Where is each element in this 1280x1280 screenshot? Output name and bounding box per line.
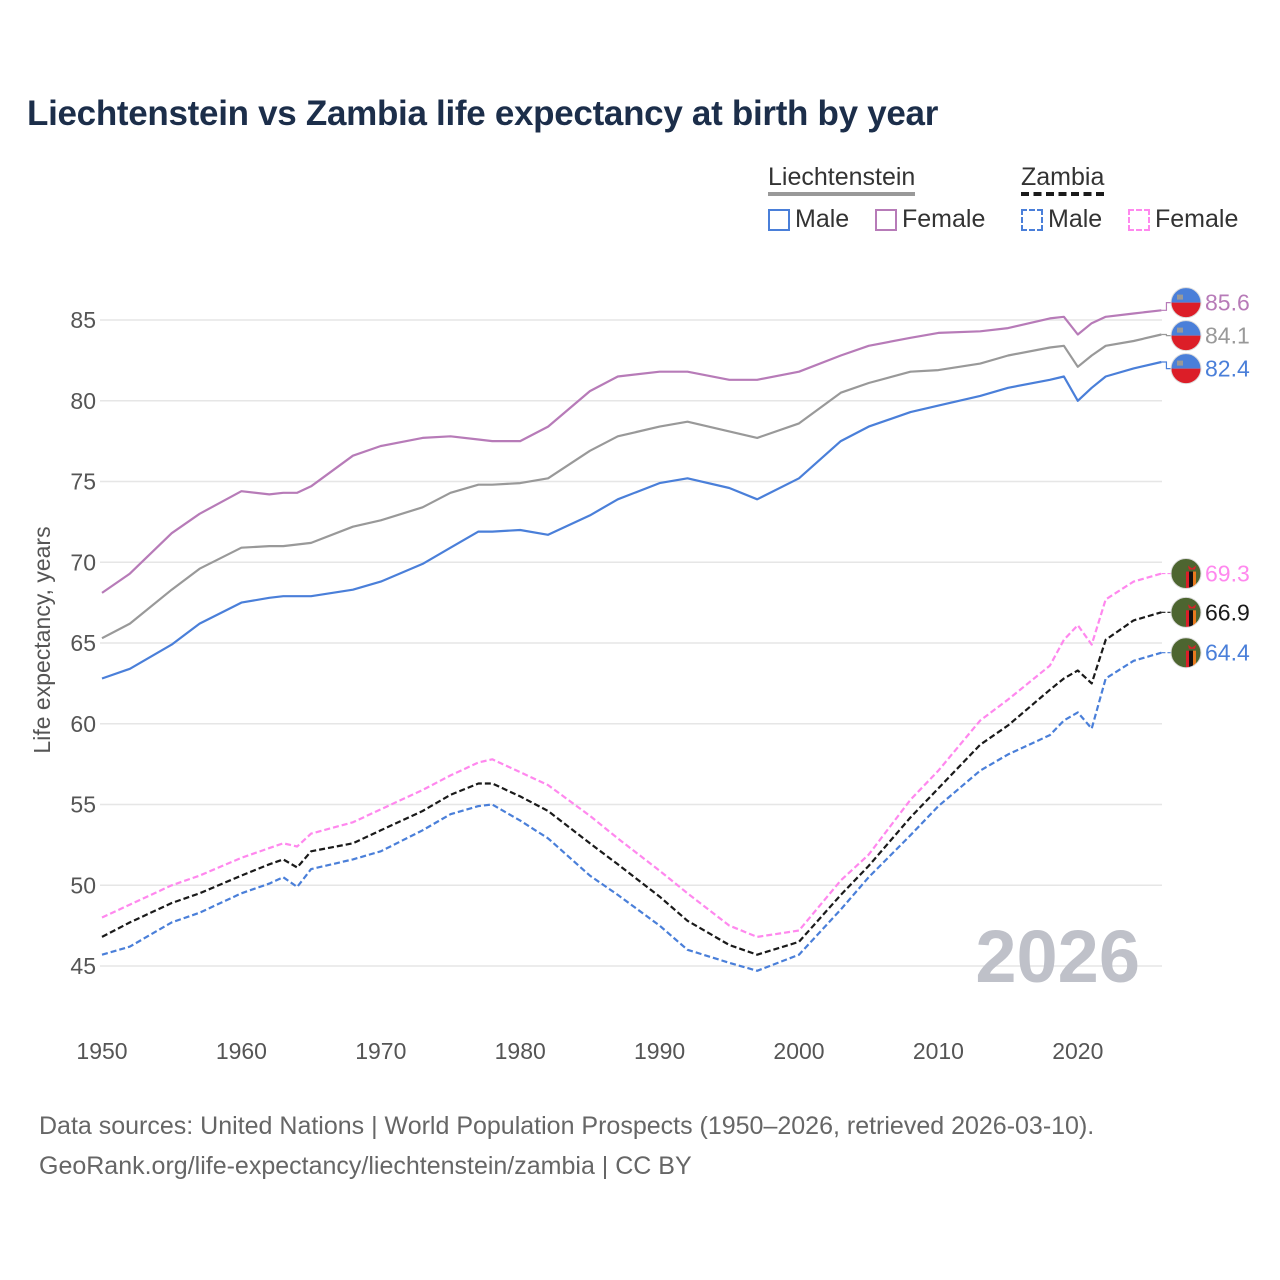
end-connector bbox=[1161, 361, 1174, 370]
year-watermark: 2026 bbox=[975, 915, 1140, 998]
legend-label: Male bbox=[1048, 205, 1103, 233]
legend-label: Female bbox=[902, 205, 986, 233]
end-value-label: 64.4 bbox=[1205, 640, 1250, 666]
end-value-label: 85.6 bbox=[1205, 290, 1250, 316]
legend-group-zambia: Zambia bbox=[1021, 163, 1105, 196]
footer: Data sources: United Nations | World Pop… bbox=[39, 1106, 1094, 1186]
end-connector bbox=[1161, 302, 1174, 311]
legend-label: Male bbox=[795, 205, 850, 233]
y-tick-label: 55 bbox=[70, 792, 96, 818]
end-value-label: 69.3 bbox=[1205, 561, 1250, 587]
legend-item-zm-male[interactable]: Male bbox=[1021, 205, 1102, 234]
x-tick-label: 2020 bbox=[1052, 1038, 1103, 1064]
y-tick-label: 45 bbox=[70, 953, 96, 979]
series-line-liechtenstein-female bbox=[101, 309, 1162, 594]
series-line-zambia-male bbox=[101, 651, 1162, 972]
y-tick-label: 60 bbox=[70, 711, 96, 737]
legend-group-label: Zambia bbox=[1021, 163, 1105, 191]
y-tick-label: 70 bbox=[70, 549, 96, 575]
legend-swatch bbox=[1128, 208, 1150, 231]
zambia-flag-icon bbox=[1170, 558, 1202, 590]
series-line-liechtenstein-male bbox=[101, 360, 1162, 680]
legend-item-li-female[interactable]: Female bbox=[875, 205, 985, 234]
x-tick-label: 1970 bbox=[355, 1038, 406, 1064]
series-line-zambia-total bbox=[101, 611, 1162, 956]
liechtenstein-flag-icon bbox=[1170, 287, 1202, 319]
y-tick-label: 65 bbox=[70, 630, 96, 656]
legend-swatch bbox=[1021, 208, 1043, 231]
source-link[interactable]: GeoRank.org/life-expectancy/liechtenstei… bbox=[39, 1152, 692, 1180]
legend-group-line bbox=[768, 192, 916, 196]
end-connector bbox=[1161, 333, 1174, 337]
y-tick-label: 50 bbox=[70, 872, 96, 898]
x-tick-label: 2000 bbox=[773, 1038, 824, 1064]
legend-item-li-male[interactable]: Male bbox=[768, 205, 849, 234]
y-ticks: 45 50 55 60 65 70 75 80 85 bbox=[70, 307, 96, 979]
end-value-label: 82.4 bbox=[1205, 356, 1250, 382]
zambia-flag-icon bbox=[1170, 637, 1202, 669]
end-value-label: 84.1 bbox=[1205, 323, 1250, 349]
legend-swatch bbox=[768, 208, 790, 231]
x-ticks: 1950 1960 1970 1980 1990 2000 2010 2020 bbox=[76, 1038, 1103, 1064]
liechtenstein-flag-icon bbox=[1170, 320, 1202, 352]
legend-label: Female bbox=[1155, 205, 1239, 233]
y-axis-label: Life expectancy, years bbox=[29, 526, 55, 753]
legend-swatch bbox=[875, 208, 897, 231]
x-tick-label: 1990 bbox=[634, 1038, 685, 1064]
y-tick-label: 80 bbox=[70, 388, 96, 414]
legend-group-label: Liechtenstein bbox=[768, 163, 916, 191]
zambia-flag-icon bbox=[1170, 596, 1202, 628]
series-line-liechtenstein-total bbox=[101, 333, 1162, 640]
data-source: Data sources: United Nations | World Pop… bbox=[39, 1112, 1095, 1140]
x-tick-label: 1950 bbox=[76, 1038, 127, 1064]
legend-group-line bbox=[1021, 192, 1105, 196]
legend-item-zm-female[interactable]: Female bbox=[1128, 205, 1238, 234]
gridlines bbox=[100, 319, 1162, 967]
end-value-label: 66.9 bbox=[1205, 599, 1250, 625]
x-tick-label: 1960 bbox=[216, 1038, 267, 1064]
y-tick-label: 85 bbox=[70, 307, 96, 333]
series-line-zambia-female bbox=[101, 572, 1162, 939]
liechtenstein-flag-icon bbox=[1170, 353, 1202, 385]
x-tick-label: 2010 bbox=[913, 1038, 964, 1064]
legend-group-liechtenstein: Liechtenstein bbox=[768, 163, 916, 196]
end-labels: 85.6 84.1 82.4 69.3 66.9 64.4 bbox=[1161, 287, 1250, 669]
y-tick-label: 75 bbox=[70, 469, 96, 495]
chart-title: Liechtenstein vs Zambia life expectancy … bbox=[27, 94, 939, 133]
series-lines bbox=[101, 309, 1162, 972]
x-tick-label: 1980 bbox=[495, 1038, 546, 1064]
